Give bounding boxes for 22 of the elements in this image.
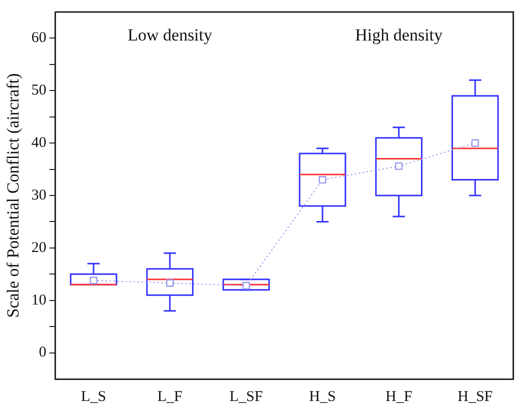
annotation: Low density xyxy=(128,25,213,44)
point xyxy=(166,279,174,287)
x-tick-label: L_SF xyxy=(230,388,263,405)
y-tick-label: 30 xyxy=(31,187,46,204)
y-tick-label: 20 xyxy=(31,240,46,256)
point xyxy=(471,139,479,147)
annotation: High density xyxy=(355,25,444,44)
x-tick-label: H_SF xyxy=(458,388,493,405)
point xyxy=(242,282,250,290)
x-tick-label: L_F xyxy=(157,388,182,405)
point xyxy=(395,162,403,170)
y-tick-label: 50 xyxy=(31,82,46,99)
y-axis-title: Scale of Potential Conflict (aircraft) xyxy=(4,73,23,318)
x-tick-label: H_F xyxy=(385,388,412,405)
y-tick-label: 0 xyxy=(38,344,46,361)
y-tick-label: 10 xyxy=(31,292,46,308)
y-tick-label: 40 xyxy=(31,135,46,152)
x-tick-label: H_S xyxy=(309,388,336,405)
point xyxy=(90,276,98,284)
point xyxy=(318,176,326,184)
y-tick-label: 60 xyxy=(31,30,46,46)
x-tick-label: L_S xyxy=(81,388,106,405)
